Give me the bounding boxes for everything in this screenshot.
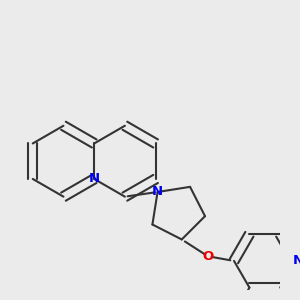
Text: N: N	[88, 172, 100, 185]
Text: N: N	[293, 254, 300, 267]
Text: N: N	[152, 185, 163, 199]
Text: O: O	[202, 250, 214, 263]
